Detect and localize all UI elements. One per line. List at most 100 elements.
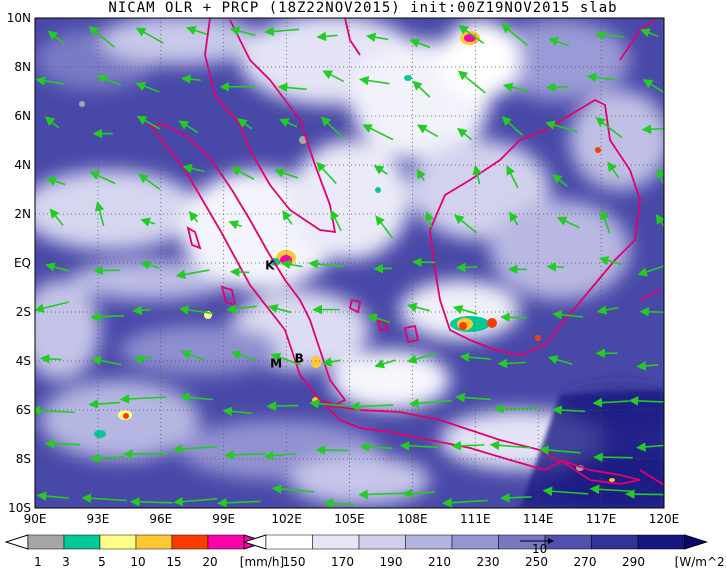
wind-arrow: [91, 355, 122, 366]
olr-legend-swatch: [312, 534, 360, 550]
wind-arrow: [263, 450, 296, 461]
wind-arrow: [230, 167, 255, 180]
wind-arrow: [96, 74, 122, 86]
wind-arrow: [45, 262, 70, 272]
wind-arrow: [316, 31, 338, 42]
wind-arrow: [455, 262, 478, 273]
wind-arrow: [140, 260, 160, 270]
x-tick-label: 102E: [271, 512, 302, 526]
precip-legend-tick: 20: [202, 555, 217, 569]
wind-arrow: [595, 117, 623, 139]
wind-arrow: [35, 301, 70, 313]
wind-arrow: [175, 269, 210, 280]
coastlines: [148, 18, 664, 486]
wind-arrow: [132, 305, 151, 316]
x-tick-label: 108E: [397, 512, 428, 526]
wind-arrow: [278, 118, 298, 128]
wind-arrow: [552, 309, 584, 320]
wind-arrow: [323, 498, 355, 508]
place-labels: K M B: [265, 258, 304, 370]
wind-arrow: [548, 37, 570, 47]
wind-arrow: [489, 440, 531, 451]
wind-arrow: [271, 484, 315, 494]
wind-arrow: [416, 168, 426, 182]
wind-arrow: [180, 350, 206, 361]
olr-legend-swatch: [358, 534, 406, 550]
x-tick-label: 99E: [212, 512, 235, 526]
wind-arrow: [501, 116, 524, 136]
wind-arrow: [94, 201, 105, 227]
wind-arrow: [586, 72, 617, 83]
precip-legend-swatch: [63, 534, 101, 550]
wind-arrow: [178, 120, 199, 134]
wind-arrow: [453, 214, 478, 234]
precip-legend: 1 3 5 10 15 20 [mm/h]: [4, 534, 284, 569]
x-tick-label: 105E: [334, 512, 365, 526]
wind-arrow: [655, 213, 664, 228]
olr-legend-unit: [W/m^2]: [675, 555, 726, 569]
precip-legend-tick: 3: [62, 555, 70, 569]
precip-legend-swatch: [27, 534, 65, 550]
wind-arrow: [551, 174, 568, 188]
x-tick-label: 117E: [586, 512, 617, 526]
wind-vectors: [35, 23, 664, 508]
reference-vector-label: 10: [532, 542, 547, 556]
wind-arrow: [639, 307, 664, 317]
wind-arrow: [600, 209, 611, 234]
y-tick-label: 8N: [14, 60, 31, 74]
wind-arrow: [321, 357, 341, 367]
wind-arrow: [320, 116, 345, 139]
wind-arrow: [49, 208, 64, 226]
wind-arrow: [230, 350, 257, 362]
olr-legend-swatch: [637, 534, 685, 550]
wind-arrow: [309, 398, 349, 409]
place-label: M: [270, 356, 282, 370]
wind-arrow: [179, 392, 213, 403]
wind-arrow: [451, 440, 485, 451]
wind-arrow: [455, 392, 492, 403]
wind-arrow: [593, 452, 633, 462]
wind-arrow: [636, 442, 664, 452]
wind-arrow: [36, 491, 69, 501]
y-tick-label: 4S: [16, 354, 31, 368]
olr-legend-tick: 250: [525, 555, 548, 569]
olr-legend-tick: 190: [380, 555, 403, 569]
precip-legend-tick: 1: [34, 555, 42, 569]
wind-arrow: [373, 165, 388, 175]
wind-arrow: [216, 498, 261, 508]
olr-legend-tick: 210: [428, 555, 451, 569]
wind-arrow: [90, 312, 125, 322]
wind-arrow: [229, 26, 256, 37]
precip-legend-tick: 15: [166, 555, 181, 569]
x-axis-ticks: 90E 93E 96E 99E 102E 105E 108E 111E 114E 117E 120E: [24, 512, 680, 526]
precip-legend-swatch: [135, 534, 173, 550]
wind-arrow: [330, 209, 342, 232]
wind-arrow: [264, 26, 300, 37]
wind-arrow: [89, 453, 124, 463]
wind-arrow: [280, 259, 303, 270]
wind-arrow: [266, 401, 299, 411]
wind-arrow: [399, 441, 439, 451]
wind-arrow: [641, 124, 664, 135]
wind-arrow: [46, 176, 66, 186]
wind-arrow: [542, 486, 589, 496]
wind-arrow: [375, 215, 394, 239]
wind-arrow: [315, 445, 349, 455]
wind-arrow: [268, 304, 291, 314]
olr-legend-tick: 150: [283, 555, 306, 569]
x-tick-label: 96E: [149, 512, 172, 526]
wind-arrow: [459, 352, 492, 363]
wind-arrow: [229, 267, 250, 277]
precip-legend-unit: [mm/h]: [240, 555, 284, 569]
wind-arrow: [224, 450, 266, 460]
wind-arrow: [140, 217, 156, 227]
wind-arrow: [362, 124, 394, 141]
y-axis-ticks: 10S 8S 6S 4S 2S EQ 2N 4N 6N 8N 10N: [7, 11, 31, 515]
plot-frame: [34, 17, 665, 509]
wind-arrow: [501, 23, 529, 46]
wind-arrow: [424, 210, 434, 228]
y-tick-label: EQ: [14, 256, 31, 270]
wind-arrow: [500, 492, 532, 503]
y-tick-label: 8S: [16, 452, 31, 466]
wind-arrow: [407, 352, 437, 364]
